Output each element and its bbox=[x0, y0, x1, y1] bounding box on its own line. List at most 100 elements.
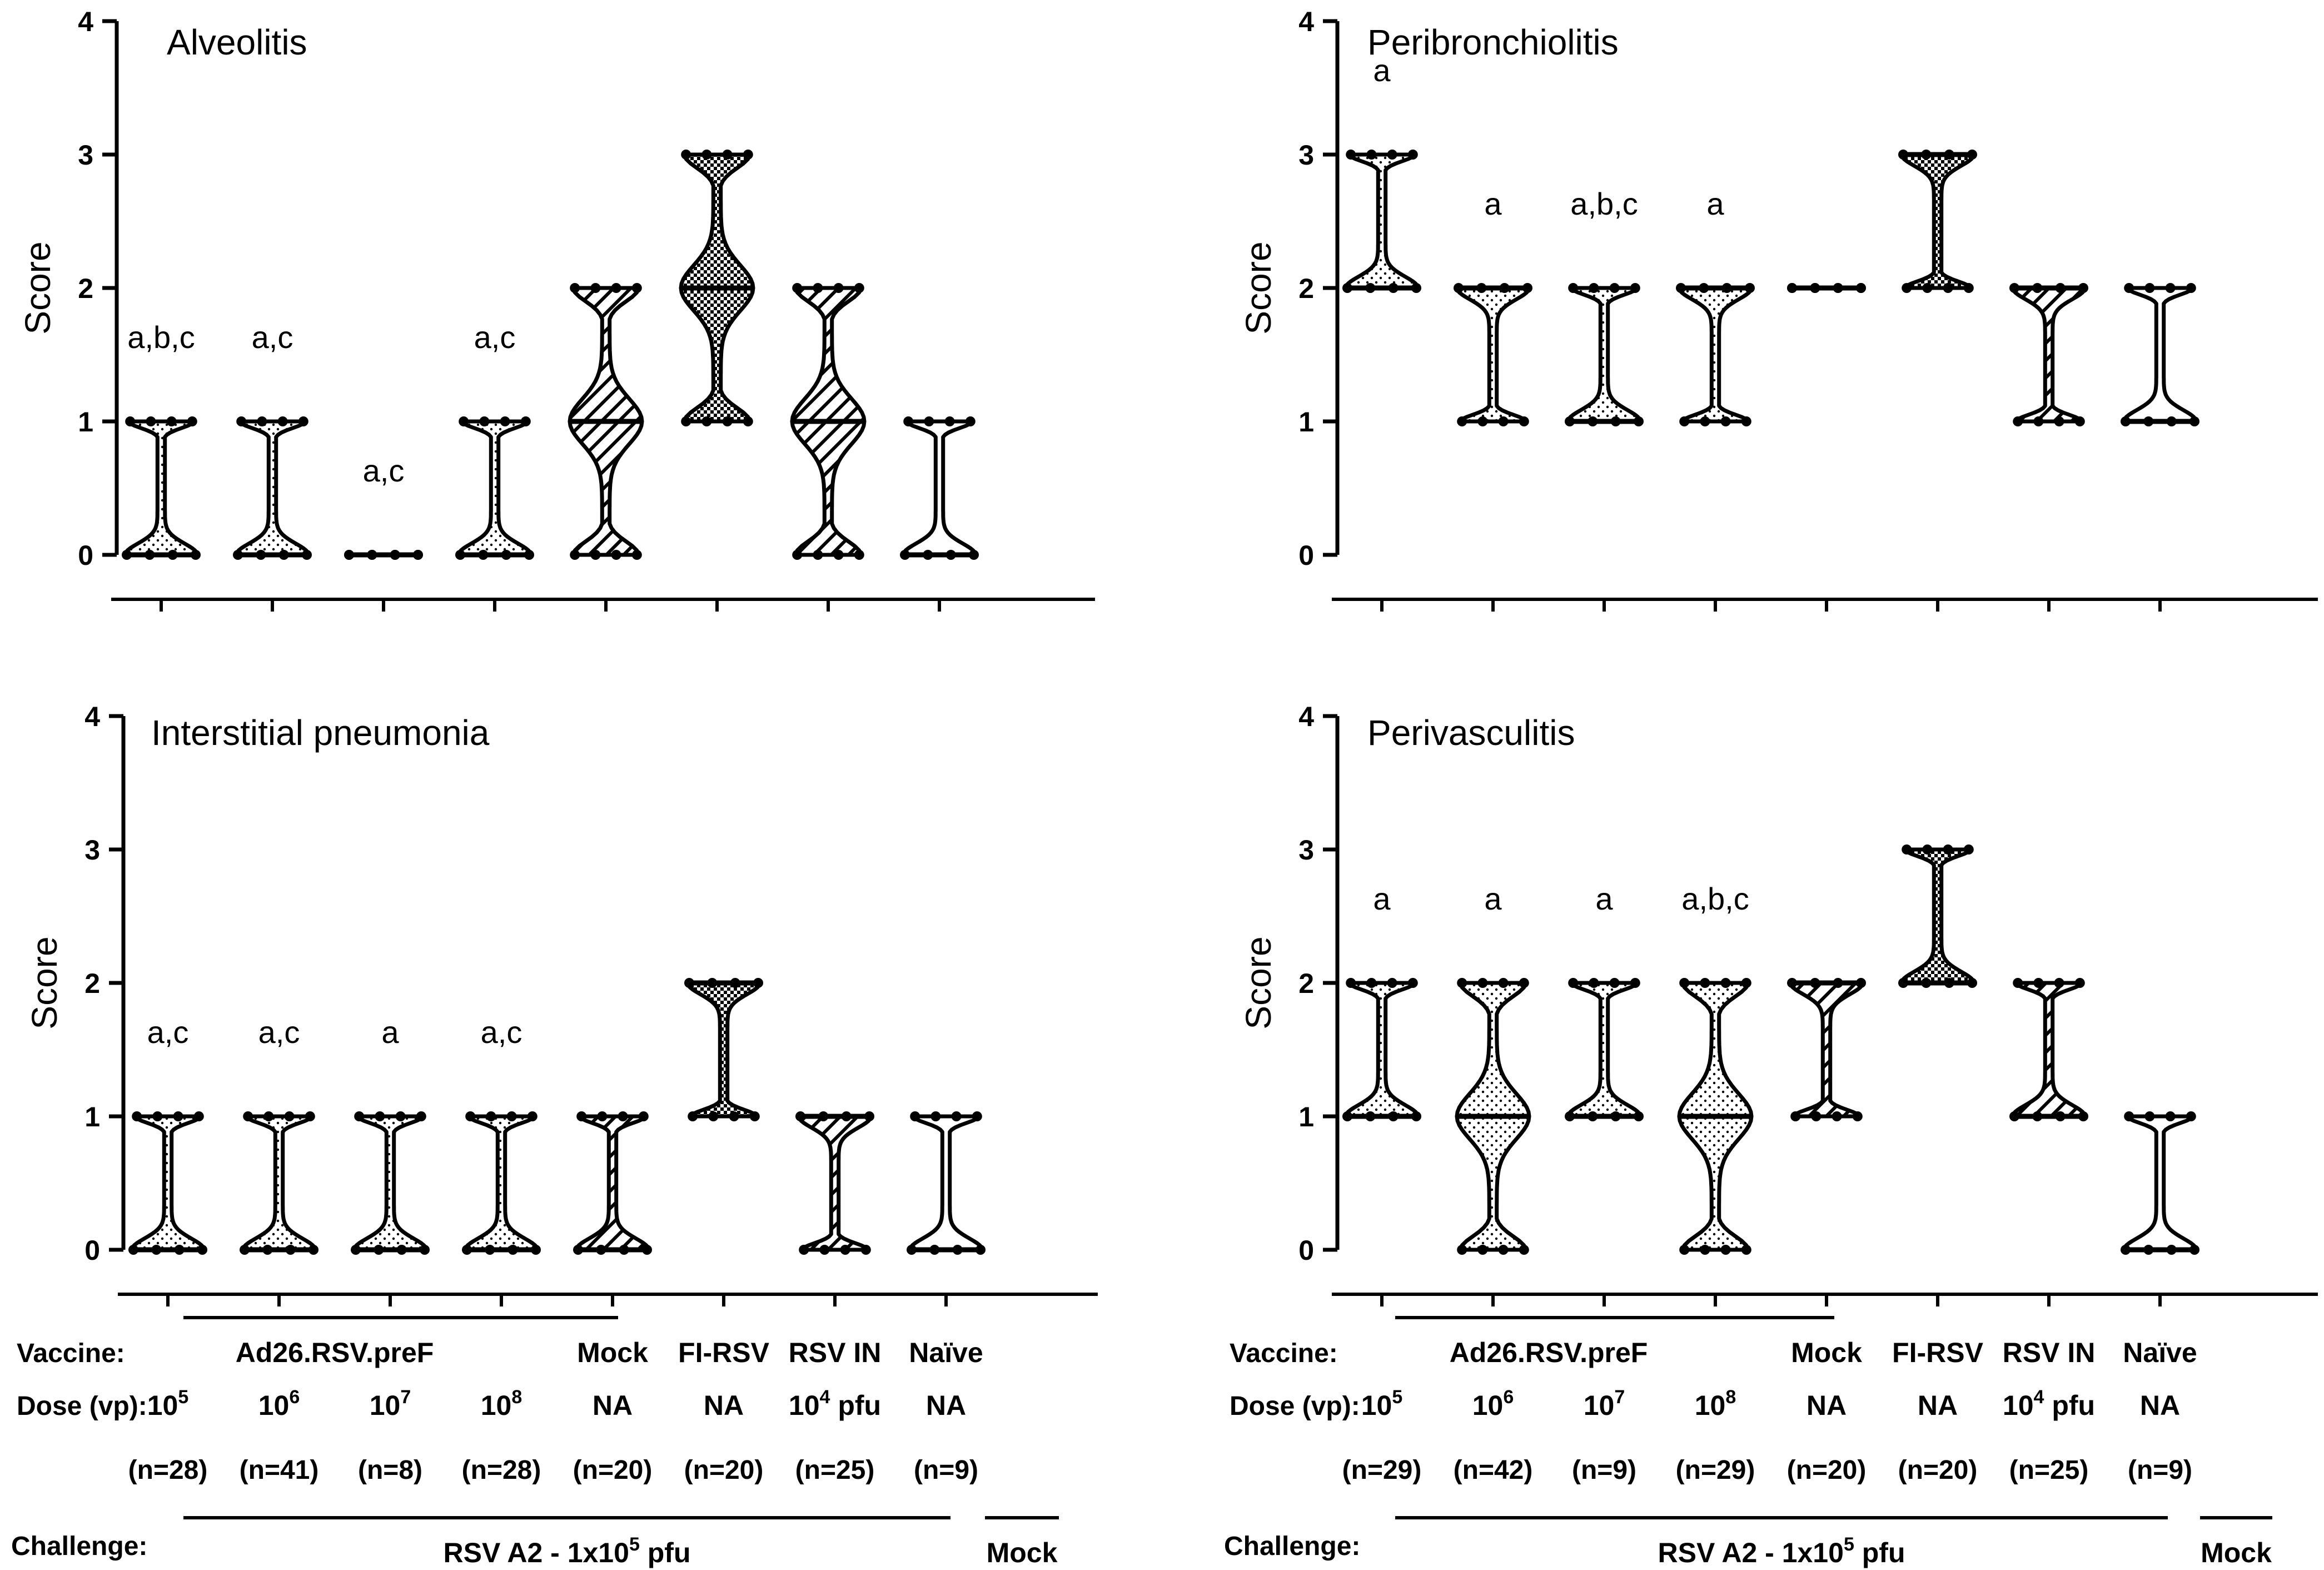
violin-group bbox=[790, 283, 867, 612]
data-point bbox=[570, 283, 580, 293]
data-point bbox=[1498, 1245, 1509, 1255]
violin-group bbox=[900, 416, 979, 612]
data-point bbox=[1679, 416, 1690, 426]
violin-body bbox=[574, 1114, 651, 1252]
violin-body bbox=[908, 1114, 984, 1252]
data-point bbox=[2165, 283, 2176, 293]
y-tick-label: 3 bbox=[78, 140, 93, 171]
data-point bbox=[743, 150, 753, 160]
violin-body bbox=[456, 419, 533, 557]
n-label: (n=20) bbox=[1787, 1455, 1867, 1485]
data-point bbox=[1833, 978, 1843, 988]
significance-label: a,c bbox=[147, 1015, 189, 1050]
data-point bbox=[1457, 1245, 1467, 1255]
data-point bbox=[1457, 416, 1467, 426]
data-point bbox=[527, 1111, 538, 1121]
data-point bbox=[1720, 1245, 1731, 1255]
significance-label: a,b,c bbox=[1570, 186, 1638, 221]
significance-label: a bbox=[1373, 53, 1391, 88]
violin-group bbox=[1787, 283, 1866, 612]
dose-label: 105 bbox=[1361, 1387, 1403, 1421]
data-point bbox=[1519, 978, 1529, 988]
vaccine-label: Mock bbox=[1791, 1337, 1862, 1368]
data-point bbox=[2032, 1111, 2043, 1121]
data-point bbox=[1630, 283, 1640, 293]
data-point bbox=[1963, 283, 1974, 293]
dose-label: 104 pfu bbox=[2003, 1387, 2095, 1421]
y-tick-label: 1 bbox=[84, 1101, 100, 1132]
violin-body bbox=[797, 1114, 873, 1252]
data-point bbox=[2032, 283, 2043, 293]
data-point bbox=[642, 1245, 652, 1255]
data-point bbox=[146, 416, 156, 426]
data-point bbox=[590, 550, 601, 560]
data-point bbox=[1342, 283, 1352, 293]
n-label: (n=28) bbox=[128, 1455, 208, 1485]
data-point bbox=[256, 550, 266, 560]
data-point bbox=[2144, 283, 2155, 293]
data-point bbox=[1568, 978, 1579, 988]
significance-label: a bbox=[1484, 186, 1502, 221]
data-point bbox=[2054, 978, 2064, 988]
n-label: (n=25) bbox=[2009, 1455, 2089, 1485]
violin-group: a bbox=[1454, 186, 1532, 612]
data-point bbox=[2166, 1245, 2177, 1255]
data-point bbox=[1856, 283, 1866, 293]
dose-label: NA bbox=[1807, 1390, 1847, 1421]
y-tick-label: 0 bbox=[1298, 540, 1314, 571]
violin-group bbox=[907, 1111, 986, 1306]
violin-group: a bbox=[1342, 53, 1421, 612]
violin-group bbox=[1898, 150, 1977, 612]
data-point bbox=[1365, 283, 1376, 293]
data-point bbox=[305, 1111, 315, 1121]
data-point bbox=[923, 550, 933, 560]
data-point bbox=[308, 1245, 319, 1255]
violin-group: a bbox=[351, 1015, 430, 1306]
y-axis-label: Score bbox=[18, 241, 58, 334]
data-point bbox=[1366, 978, 1377, 988]
violin-group bbox=[2009, 283, 2088, 612]
dose-row-label: Dose (vp): bbox=[17, 1392, 147, 1421]
data-point bbox=[1568, 283, 1579, 293]
data-point bbox=[2054, 416, 2064, 426]
challenge-mock-label: Mock bbox=[987, 1537, 1058, 1568]
n-label: (n=41) bbox=[240, 1455, 319, 1485]
significance-label: a bbox=[1484, 881, 1502, 916]
data-point bbox=[420, 1245, 430, 1255]
data-point bbox=[263, 1111, 274, 1121]
violin-body bbox=[1343, 981, 1420, 1119]
dose-label: NA bbox=[2140, 1390, 2180, 1421]
data-point bbox=[969, 550, 979, 560]
data-point bbox=[531, 1245, 541, 1255]
data-point bbox=[864, 1111, 874, 1121]
data-point bbox=[2189, 416, 2199, 426]
data-point bbox=[1411, 1111, 1421, 1121]
data-point bbox=[1610, 416, 1621, 426]
vaccine-label: FI-RSV bbox=[678, 1337, 770, 1368]
data-point bbox=[262, 1245, 273, 1255]
data-point bbox=[1898, 978, 1908, 988]
data-point bbox=[1610, 1111, 1621, 1121]
data-point bbox=[631, 283, 642, 293]
challenge-row-label: Challenge: bbox=[11, 1532, 147, 1561]
vaccine-label: RSV IN bbox=[2003, 1337, 2096, 1368]
data-point bbox=[688, 1111, 698, 1121]
violin-body bbox=[2011, 981, 2087, 1119]
violin-group: a,c bbox=[344, 453, 423, 612]
significance-label: a bbox=[1595, 881, 1613, 916]
data-point bbox=[243, 1111, 253, 1121]
violin-group bbox=[1787, 978, 1866, 1306]
n-label: (n=42) bbox=[1454, 1455, 1533, 1485]
n-label: (n=20) bbox=[573, 1455, 653, 1485]
data-point bbox=[395, 1111, 406, 1121]
footer-left: Vaccine: Dose (vp): Challenge: Ad26.RSV.pre… bbox=[11, 1316, 1059, 1568]
footer-right: Vaccine: Dose (vp): Challenge: Ad26.RSV.pre… bbox=[1224, 1316, 2272, 1568]
data-point bbox=[2055, 1111, 2066, 1121]
violin-group bbox=[2121, 1111, 2199, 1306]
data-point bbox=[1679, 978, 1690, 988]
data-point bbox=[1565, 1111, 1575, 1121]
violin-group bbox=[2009, 978, 2088, 1306]
data-point bbox=[1476, 283, 1487, 293]
data-point bbox=[1700, 416, 1710, 426]
